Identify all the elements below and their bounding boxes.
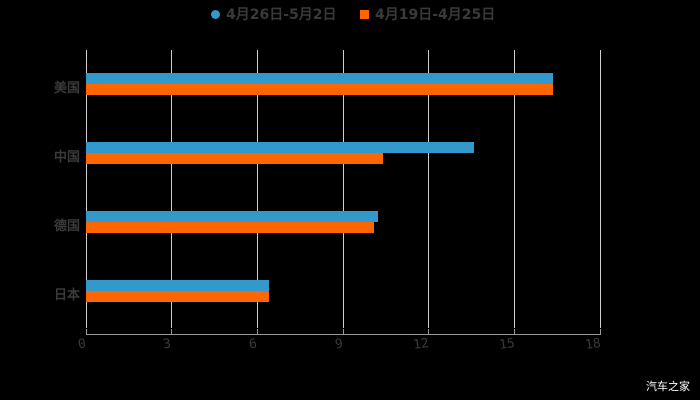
x-tick-label: 3 <box>162 336 172 353</box>
x-tick <box>600 329 601 335</box>
legend-label: 4月26日-5月2日 <box>226 7 337 23</box>
bar-japan-week0[interactable] <box>86 291 269 302</box>
category-label-germany: 德国 <box>53 219 80 234</box>
gridline <box>257 50 258 328</box>
x-tick <box>514 329 515 335</box>
bar-china-week0[interactable] <box>86 153 383 164</box>
x-tick-label: 0 <box>77 336 87 353</box>
watermark: 汽车之家 <box>646 380 690 393</box>
x-tick-label: 15 <box>498 335 516 354</box>
legend-item-week-apr26-may2[interactable]: 4月26日-5月2日 <box>211 4 337 24</box>
bar-germany-week1[interactable] <box>86 211 378 222</box>
x-tick <box>428 329 429 335</box>
gridline <box>600 50 601 328</box>
bar-usa-week1[interactable] <box>86 73 553 84</box>
gridline <box>86 50 87 328</box>
x-tick <box>86 329 87 335</box>
x-tick <box>171 329 172 335</box>
bar-japan-week1[interactable] <box>86 280 269 291</box>
category-label-japan: 日本 <box>53 288 80 303</box>
x-tick-label: 9 <box>334 336 344 353</box>
category-label-usa: 美国 <box>53 81 80 96</box>
gridline <box>514 50 515 328</box>
x-tick-label: 12 <box>412 335 430 354</box>
legend-circle-icon <box>211 9 220 19</box>
chart-legend: 4月26日-5月2日 4月19日-4月25日 <box>0 4 700 24</box>
gridline <box>428 50 429 328</box>
bar-usa-week0[interactable] <box>86 84 553 95</box>
category-label-china: 中国 <box>53 150 80 165</box>
bar-china-week1[interactable] <box>86 142 474 153</box>
x-tick-label: 18 <box>584 335 602 354</box>
x-tick <box>343 329 344 335</box>
legend-label: 4月19日-4月25日 <box>375 7 496 23</box>
gridline <box>343 50 344 328</box>
x-tick-label: 6 <box>248 336 258 353</box>
legend-item-week-apr19-apr25[interactable]: 4月19日-4月25日 <box>360 4 495 24</box>
bar-germany-week0[interactable] <box>86 222 374 233</box>
legend-square-icon <box>360 9 369 19</box>
x-tick <box>257 329 258 335</box>
gridline <box>171 50 172 328</box>
